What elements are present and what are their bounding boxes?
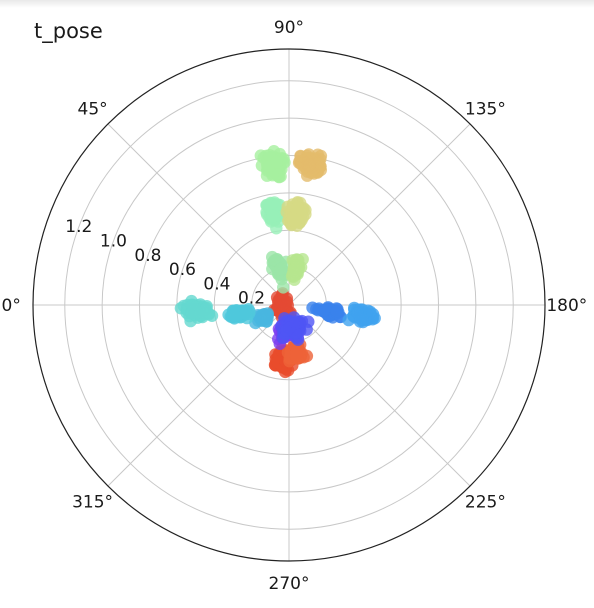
point-cluster-15 [292, 148, 328, 182]
point-cluster-2 [281, 338, 314, 368]
point-cluster-6 [342, 301, 381, 329]
r-tick-label: 0.6 [169, 260, 196, 280]
point-cluster-7 [249, 307, 274, 330]
r-tick-label: 0.8 [134, 246, 161, 266]
data-point [185, 298, 199, 311]
theta-tick-label: 90° [274, 18, 304, 38]
data-point [198, 307, 211, 321]
point-cluster-14 [254, 145, 291, 184]
data-point [314, 160, 327, 173]
theta-tick-label: 180° [546, 296, 587, 316]
theta-tick-label: 45° [78, 100, 108, 120]
angular-tick-labels: 0° 45° 90° 135° 180° 225° 270° 315° [2, 18, 588, 594]
r-tick-label: 1.2 [65, 217, 92, 237]
data-point [280, 292, 294, 305]
point-cluster-8 [222, 303, 256, 325]
point-cluster-13 [280, 196, 312, 232]
theta-tick-label: 135° [465, 100, 506, 120]
theta-tick-label: 315° [72, 492, 113, 512]
point-cluster-5 [306, 301, 347, 324]
angular-gridline-1 [107, 123, 290, 306]
data-point [274, 262, 288, 276]
data-point [266, 209, 280, 223]
data-point [356, 313, 369, 326]
data-point [302, 315, 315, 328]
data-point [290, 349, 303, 363]
data-point [268, 254, 281, 267]
data-point [317, 304, 330, 317]
data-point [270, 155, 283, 169]
point-cluster-4 [275, 311, 315, 346]
polar-frame [32, 48, 546, 562]
point-cluster-12 [260, 196, 289, 235]
window-top-edge [0, 0, 594, 8]
r-tick-label: 1.0 [100, 232, 127, 252]
data-point [277, 281, 290, 294]
data-point [270, 222, 283, 235]
r-tick-label: 0.4 [203, 274, 230, 294]
data-point [303, 158, 316, 172]
angular-gridline-3 [288, 123, 471, 306]
data-point [280, 324, 293, 337]
data-point [229, 310, 242, 323]
point-cluster-11 [285, 253, 309, 286]
theta-tick-label: 225° [465, 492, 506, 512]
radial-tick-labels: 0.2 0.4 0.6 0.8 1.0 1.2 [65, 217, 265, 309]
point-cluster-9 [174, 294, 219, 328]
chart-title: t_pose [34, 19, 103, 44]
point-cluster-10 [266, 250, 293, 294]
theta-tick-label: 0° [2, 296, 21, 316]
angular-gridline-5 [288, 304, 471, 487]
angular-gridline-7 [107, 304, 290, 487]
data-point [286, 212, 300, 226]
data-point [330, 304, 344, 318]
data-point [342, 313, 355, 327]
data-point [281, 200, 294, 213]
data-point [290, 259, 304, 272]
r-tick-label: 0.2 [238, 289, 265, 309]
scatter-points [174, 145, 381, 379]
theta-tick-label: 270° [269, 574, 310, 594]
